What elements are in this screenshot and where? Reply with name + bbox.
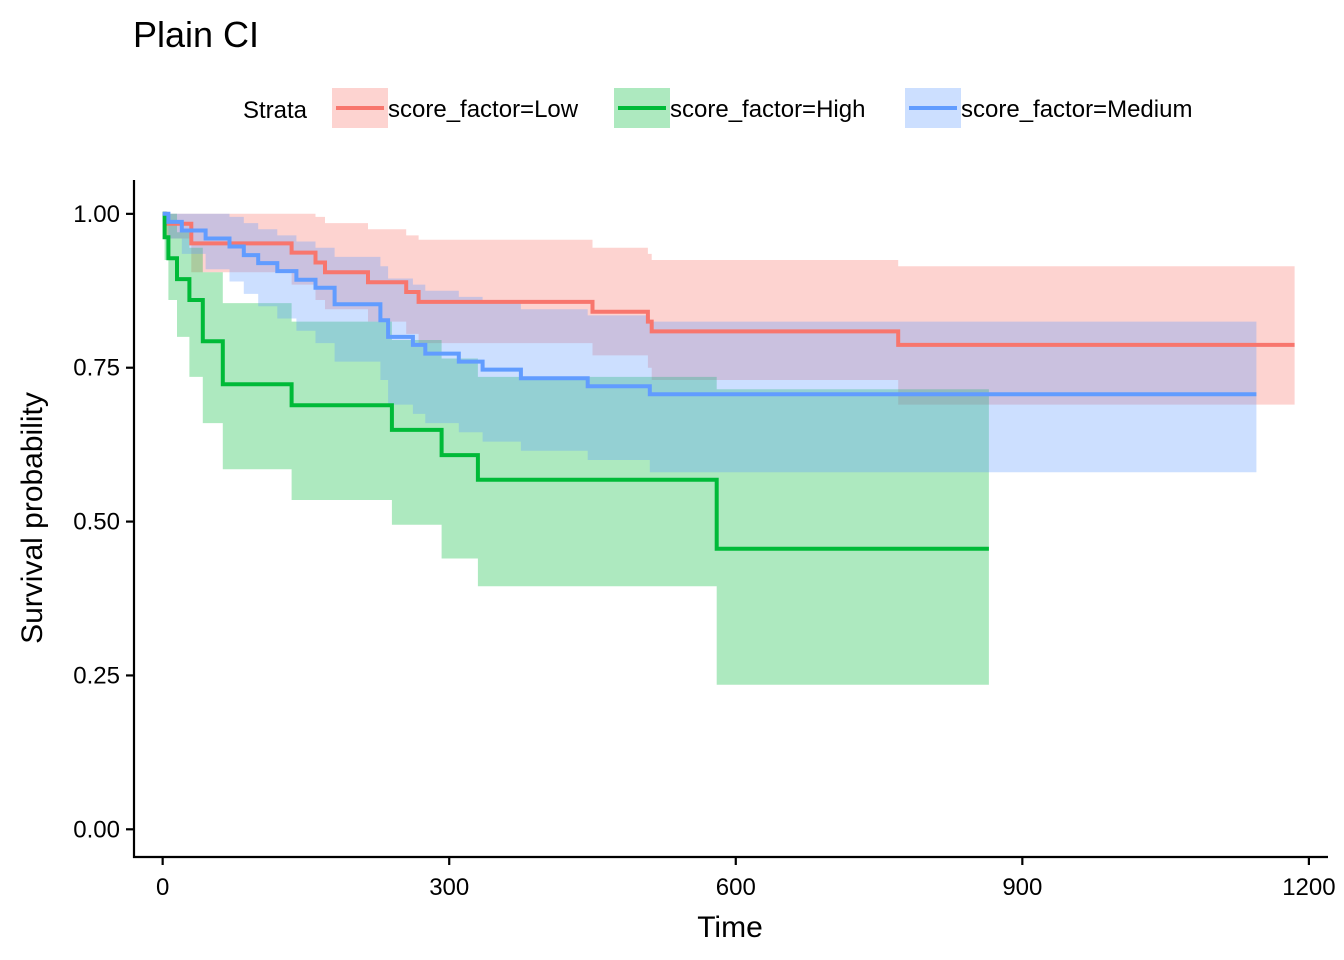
y-tick-label: 0.50 xyxy=(73,509,120,536)
x-tick-label: 1200 xyxy=(1282,874,1335,901)
chart-title: Plain CI xyxy=(133,14,259,55)
legend-label-1: score_factor=High xyxy=(670,96,865,123)
x-tick-label: 0 xyxy=(156,874,169,901)
survival-line-0 xyxy=(162,211,1295,347)
y-tick-label: 0.00 xyxy=(73,816,120,843)
survival-curves xyxy=(162,211,1295,551)
axes: 0 300 600 900 1200 0.00 0.25 0.50 0.75 1.00 xyxy=(73,180,1336,901)
ci-band-2 xyxy=(162,213,1257,473)
legend: Strata score_factor=Low score_factor=High… xyxy=(243,88,1192,128)
ci-band-0 xyxy=(162,213,1295,405)
x-tick-label: 300 xyxy=(429,874,469,901)
x-tick-label: 600 xyxy=(716,874,756,901)
legend-title: Strata xyxy=(243,97,308,124)
legend-label-2: score_factor=Medium xyxy=(961,96,1192,123)
plot-area xyxy=(162,211,1295,685)
survival-line-2 xyxy=(162,211,1257,397)
y-axis-title: Survival probability xyxy=(16,392,49,644)
x-axis-title: Time xyxy=(697,911,763,944)
x-ticks: 0 300 600 900 1200 xyxy=(156,857,1336,901)
y-tick-label: 0.25 xyxy=(73,662,120,689)
y-tick-label: 0.75 xyxy=(73,355,120,382)
ci-band-1 xyxy=(162,213,989,685)
confidence-bands xyxy=(162,213,1295,685)
legend-label-0: score_factor=Low xyxy=(388,96,579,123)
survival-line-1 xyxy=(162,211,989,551)
x-tick-label: 900 xyxy=(1002,874,1042,901)
y-tick-label: 1.00 xyxy=(73,201,120,228)
y-ticks: 0.00 0.25 0.50 0.75 1.00 xyxy=(73,201,134,843)
